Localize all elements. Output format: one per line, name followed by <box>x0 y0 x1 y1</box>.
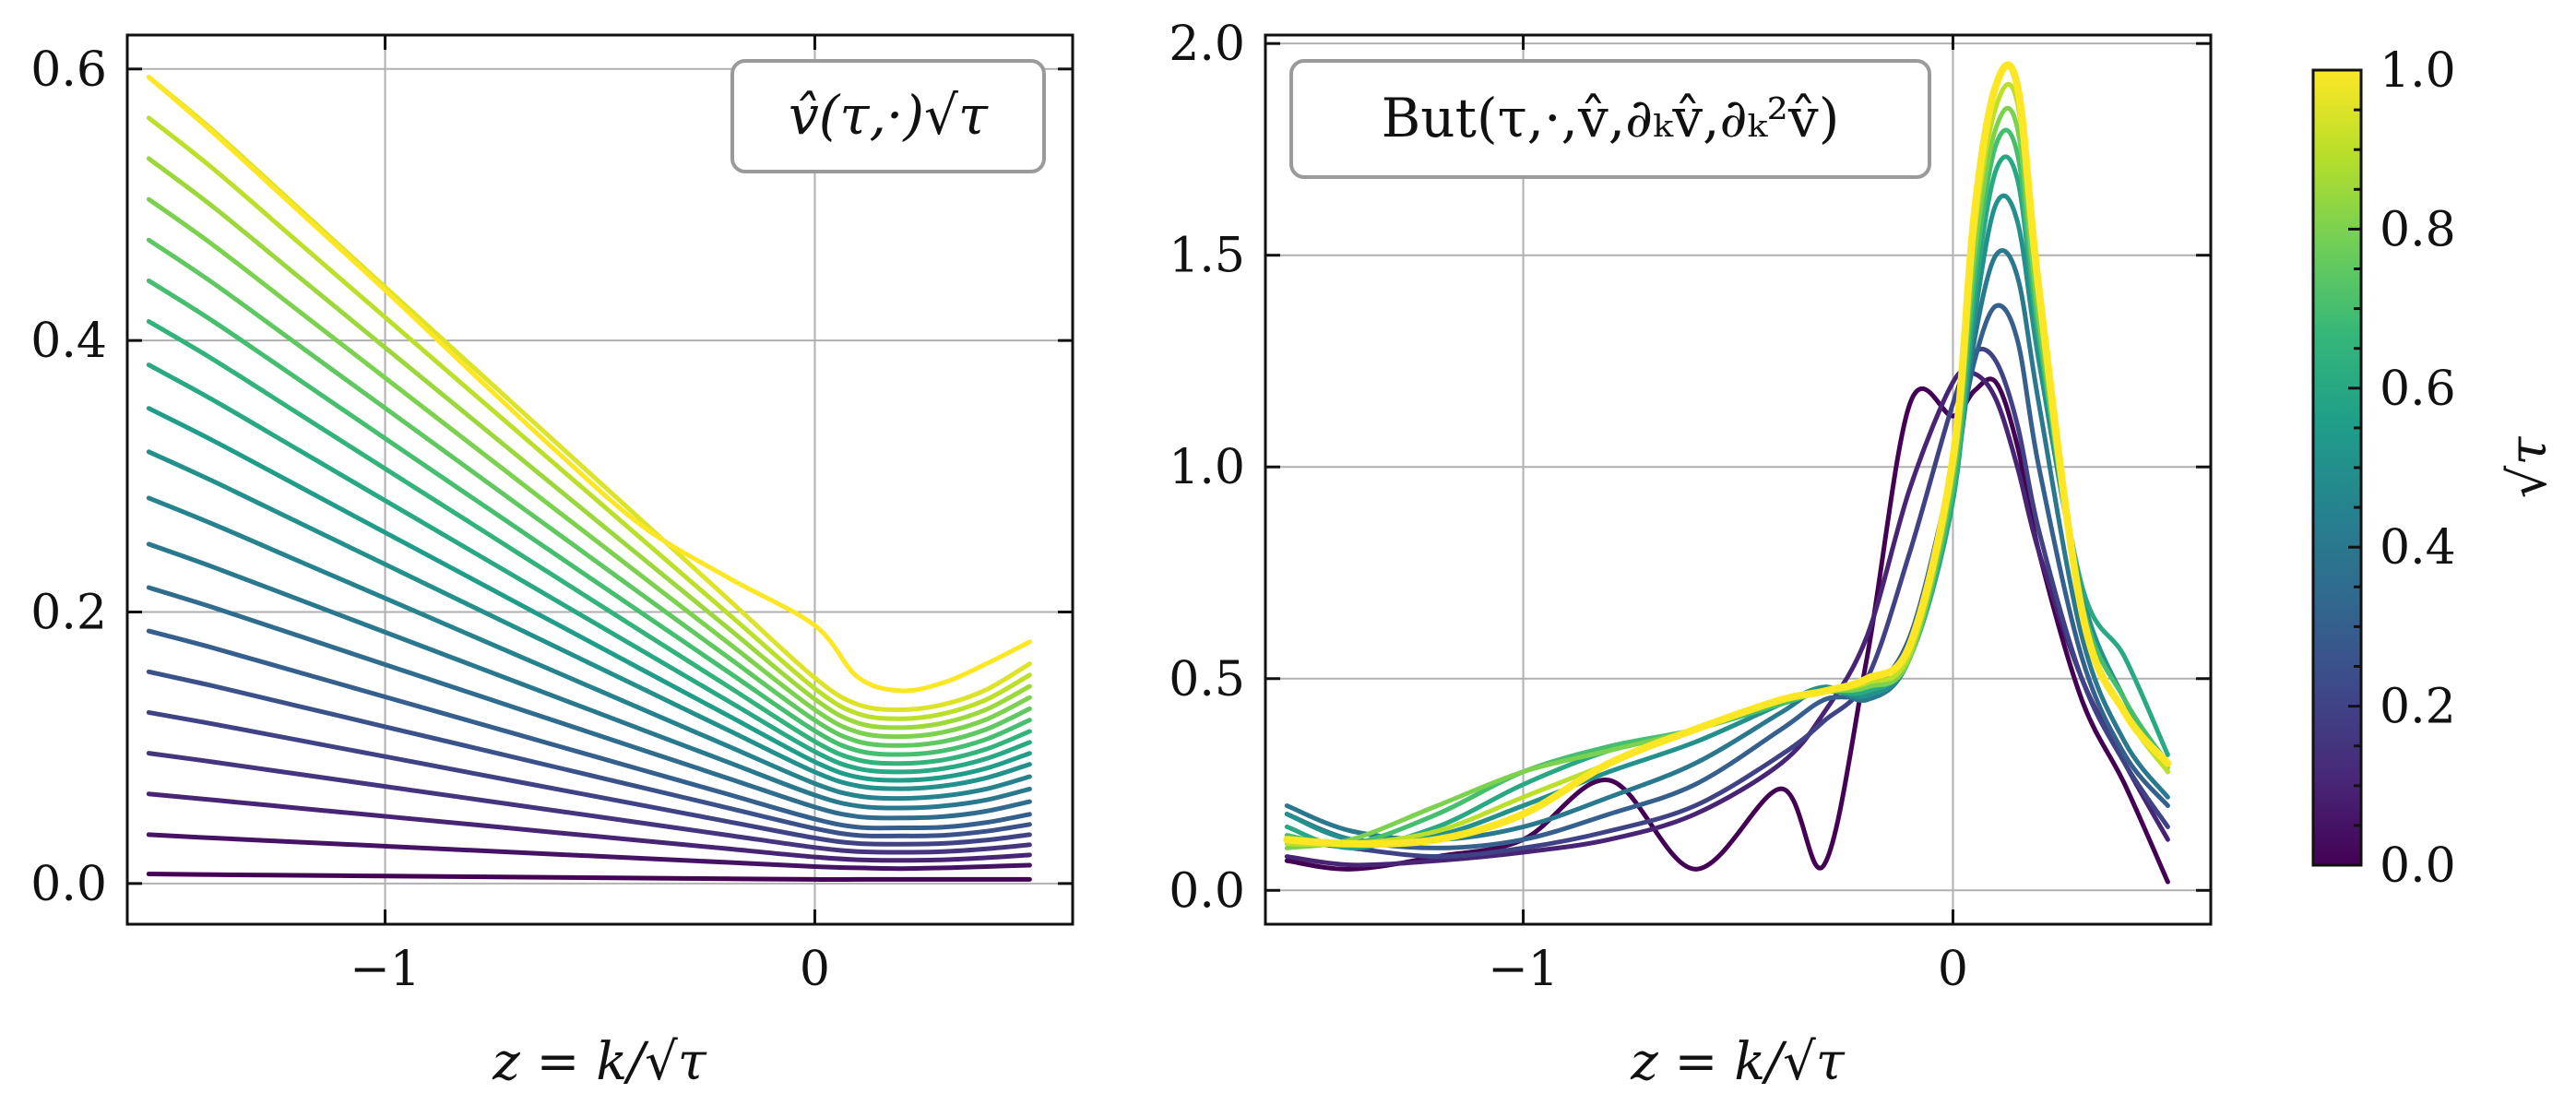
x-tick-label: −1 <box>1488 942 1559 997</box>
colorbar-tick-label: 1.0 <box>2380 43 2456 99</box>
y-tick-label: 1.0 <box>1169 440 1245 495</box>
series-line <box>146 237 1032 748</box>
series-line <box>146 406 1032 783</box>
left-legend: v̂(τ,·)√τ <box>730 59 1046 173</box>
colorbar-tick-label: 0.2 <box>2380 680 2456 735</box>
colorbar-tick-label: 0.6 <box>2380 362 2456 417</box>
right-legend: But(τ,·,v̂,∂ₖv̂,∂ₖ²v̂) <box>1289 59 1931 179</box>
y-tick-label: 0.0 <box>30 857 107 912</box>
series-line <box>1284 105 2170 850</box>
y-tick-label: 2.0 <box>1169 17 1245 72</box>
right-legend-label: But(τ,·,v̂,∂ₖv̂,∂ₖ²v̂) <box>1382 87 1840 149</box>
colorbar: 0.0 0.2 0.4 0.6 0.8 1.0 √τ <box>2311 43 2558 894</box>
series-line <box>146 709 1032 847</box>
colorbar-tick-label: 0.0 <box>2380 838 2456 894</box>
colorbar-tick-label: 0.4 <box>2380 520 2456 576</box>
series-line <box>146 832 1032 872</box>
x-tick-label: −1 <box>350 942 421 997</box>
series-line <box>146 541 1032 811</box>
series-line <box>146 449 1032 791</box>
x-tick-label: 0 <box>800 942 830 997</box>
x-tick-label: 0 <box>1938 942 1968 997</box>
series-line <box>146 751 1032 855</box>
series-line <box>146 628 1032 831</box>
colorbar-tick-label: 0.8 <box>2380 202 2456 257</box>
series-line <box>146 196 1032 740</box>
series-line <box>146 585 1032 821</box>
series-line <box>146 791 1032 863</box>
y-tick-label: 0.5 <box>1169 652 1245 707</box>
right-x-axis-label: z = k/√τ <box>1630 1032 1846 1092</box>
series-line <box>146 495 1032 802</box>
left-ticks: −1 0 0.0 0.2 0.4 0.6 <box>30 35 1073 997</box>
left-x-axis-label: z = k/√τ <box>492 1032 707 1092</box>
left-panel: −1 0 0.0 0.2 0.4 0.6 v̂(τ,·)√τ z = k/√τ <box>30 33 1074 1092</box>
series-line <box>146 115 1032 721</box>
y-tick-label: 0.2 <box>30 585 107 640</box>
left-legend-box <box>730 59 1046 173</box>
series-line <box>146 872 1032 882</box>
series-line <box>146 278 1032 757</box>
series-line <box>146 319 1032 766</box>
series-line <box>146 75 1032 694</box>
series-line <box>146 669 1032 838</box>
y-tick-label: 1.5 <box>1169 229 1245 284</box>
left-plot-frame <box>125 33 1074 926</box>
right-legend-box <box>1289 59 1931 179</box>
right-ticks: −1 0 0.0 0.5 1.0 1.5 2.0 <box>1169 17 2211 997</box>
left-grid <box>127 35 1073 924</box>
series-line <box>1283 61 2172 848</box>
right-plot-frame <box>1264 33 2213 926</box>
left-series-lines <box>146 75 1032 882</box>
left-legend-label: v̂(τ,·)√τ <box>789 84 989 147</box>
series-line <box>1284 367 2170 868</box>
series-line <box>1284 346 2170 860</box>
right-panel: −1 0 0.0 0.5 1.0 1.5 2.0 But(τ,·,v̂,∂ₖv̂,∂ₖ²v̂… <box>1169 17 2213 1092</box>
series-line <box>146 156 1032 731</box>
colorbar-label: √τ <box>2499 436 2558 499</box>
colorbar-ticks: 0.0 0.2 0.4 0.6 0.8 1.0 <box>2348 43 2456 894</box>
right-grid <box>1265 35 2211 924</box>
right-series-lines <box>1283 61 2172 885</box>
y-tick-label: 0.0 <box>1169 863 1245 919</box>
series-line <box>146 362 1032 775</box>
y-tick-label: 0.4 <box>30 314 107 369</box>
y-tick-label: 0.6 <box>30 42 107 98</box>
colorbar-gradient <box>2311 68 2363 867</box>
